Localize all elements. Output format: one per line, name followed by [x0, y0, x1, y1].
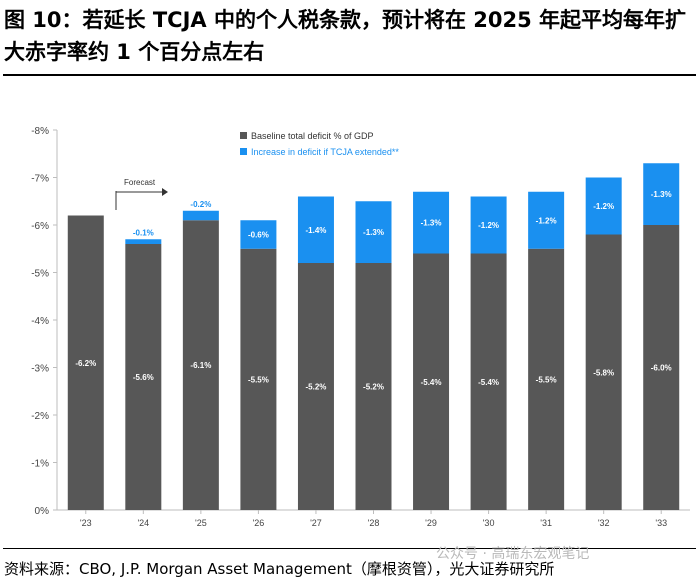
x-tick-label: '31 [540, 518, 552, 528]
watermark-text: 公众号 · 高瑞东宏观笔记 [436, 546, 590, 562]
baseline-bar-label: -5.5% [536, 375, 557, 384]
baseline-bar-label: -6.0% [651, 364, 672, 373]
y-tick-label: -3% [31, 364, 49, 375]
increase-bar-label: -1.2% [593, 202, 614, 211]
source-note: 资料来源：CBO, J.P. Morgan Asset Management（摩… [4, 560, 555, 578]
baseline-bar-label: -6.1% [190, 361, 211, 370]
baseline-bar [470, 253, 507, 510]
increase-bar [643, 163, 680, 225]
y-tick-label: -6% [31, 221, 49, 232]
increase-bar [297, 196, 334, 263]
baseline-bar-label: -5.2% [306, 383, 327, 392]
x-tick-label: '23 [80, 518, 92, 528]
bar-series: -6.2% -5.6% -0.1% -6.1% -0.2% -5.5% -0.6% -5.2%… [67, 163, 680, 510]
increase-bar-label: -0.6% [248, 231, 269, 240]
increase-bar-label: -1.2% [536, 216, 557, 225]
deficit-bar-chart: 0% -1% -2% -3% -4% -5% -6% -7% -8% -6.2% -5.6% -0.… [31, 126, 690, 528]
chart-container: 0% -1% -2% -3% -4% -5% -6% -7% -8% -6.2% -5.6% -0.… [0, 112, 700, 532]
baseline-bar [413, 253, 450, 510]
increase-bar-label: -1.3% [363, 228, 384, 237]
legend-label: Increase in deficit if TCJA extended** [251, 147, 399, 157]
increase-bar [470, 196, 507, 254]
increase-bar [413, 191, 450, 254]
baseline-bar [297, 263, 334, 510]
increase-bar [125, 239, 162, 244]
baseline-bar [182, 220, 219, 510]
forecast-arrow-head [162, 188, 168, 196]
baseline-bar [240, 248, 277, 510]
increase-bar [355, 201, 392, 263]
baseline-bar-label: -5.8% [593, 368, 614, 377]
baseline-bar-label: -5.6% [133, 373, 154, 382]
x-axis: '23 '24 '25 '26 '27 '28 '29 '30 '31 '32 '33 [80, 510, 667, 528]
baseline-bar [355, 263, 392, 510]
increase-bar [182, 210, 219, 221]
source-divider [3, 548, 696, 549]
x-tick-label: '29 [425, 518, 437, 528]
increase-bar-label: -1.3% [651, 190, 672, 199]
increase-bar-label: -1.3% [421, 219, 442, 228]
baseline-bar-label: -5.5% [248, 375, 269, 384]
legend-label: Baseline total deficit % of GDP [251, 131, 374, 141]
baseline-bar [643, 225, 680, 510]
increase-bar [528, 191, 565, 249]
increase-bar [240, 220, 277, 249]
baseline-bar [67, 215, 104, 510]
x-tick-label: '32 [598, 518, 610, 528]
baseline-bar-label: -5.4% [478, 378, 499, 387]
baseline-bar-label: -5.2% [363, 383, 384, 392]
y-tick-label: -2% [31, 411, 49, 422]
legend-swatch [240, 148, 247, 155]
increase-bar-label: -1.2% [478, 221, 499, 230]
chart-legend: Baseline total deficit % of GDP Increase … [240, 131, 399, 157]
baseline-bar [585, 234, 622, 510]
increase-bar [585, 177, 622, 235]
x-tick-label: '24 [137, 518, 149, 528]
y-tick-label: -7% [31, 174, 49, 185]
y-tick-label: -5% [31, 269, 49, 280]
increase-bar-label: -1.4% [306, 226, 327, 235]
x-tick-label: '26 [253, 518, 265, 528]
y-tick-label: -1% [31, 459, 49, 470]
baseline-bar-label: -6.2% [75, 359, 96, 368]
x-tick-label: '30 [483, 518, 495, 528]
baseline-bar-label: -5.4% [421, 378, 442, 387]
forecast-label: Forecast [124, 178, 156, 187]
y-tick-label: -4% [31, 316, 49, 327]
baseline-bar [528, 248, 565, 510]
x-tick-label: '33 [655, 518, 667, 528]
x-tick-label: '27 [310, 518, 322, 528]
x-tick-label: '25 [195, 518, 207, 528]
title-divider [3, 74, 696, 76]
figure-title: 图 10：若延长 TCJA 中的个人税条款，预计将在 2025 年起平均每年扩大… [4, 8, 687, 64]
y-tick-label: -8% [31, 126, 49, 137]
baseline-bar [125, 244, 162, 510]
increase-bar-label: -0.2% [190, 200, 211, 209]
legend-swatch [240, 132, 247, 139]
y-tick-label: 0% [35, 506, 50, 517]
x-tick-label: '28 [368, 518, 380, 528]
forecast-annotation: Forecast [115, 178, 168, 210]
increase-bar-label: -0.1% [133, 228, 154, 237]
